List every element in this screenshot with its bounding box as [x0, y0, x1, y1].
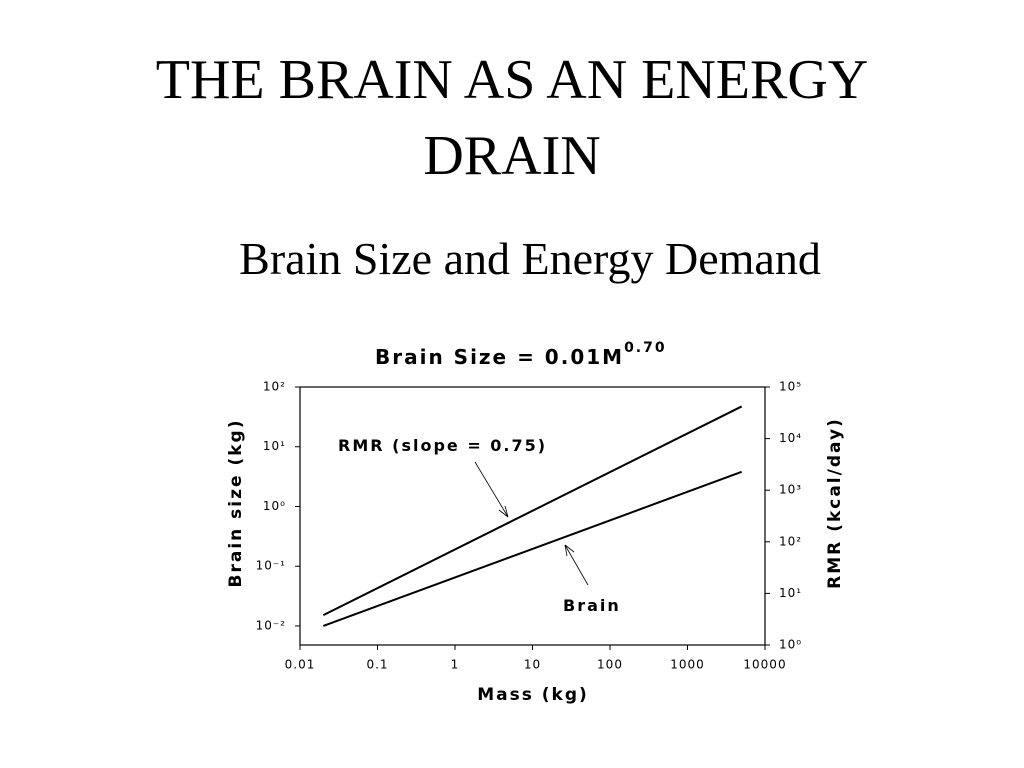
y2-axis-label: RMR (kcal/day)	[825, 417, 845, 589]
arrow-head	[564, 544, 575, 557]
y2-tick-label: 10¹	[779, 586, 802, 600]
series-label: Brain	[563, 596, 621, 615]
y2-tick-label: 10⁵	[779, 380, 802, 394]
arrow-head	[498, 505, 509, 518]
x-tick-label: 10000	[743, 658, 786, 672]
x-tick-label: 100	[597, 658, 623, 672]
series-line	[322, 470, 743, 627]
y2-tick-label: 10⁴	[779, 431, 802, 445]
plot-frame	[299, 386, 766, 646]
y-tick-label: 10⁰	[263, 499, 286, 513]
y-tick-label: 10⁻¹	[256, 559, 286, 573]
y2-tick-label: 10²	[779, 534, 802, 548]
title-line: DRAIN	[423, 125, 601, 187]
y-tick-label: 10¹	[263, 439, 286, 453]
y2-tick-label: 10⁰	[779, 638, 802, 652]
chart-title-exponent: 0.70	[624, 340, 667, 356]
series-label: RMR (slope = 0.75)	[338, 436, 547, 455]
slide-subtitle: Brain Size and Energy Demand	[239, 233, 821, 284]
chart-title: Brain Size = 0.01M0.70	[375, 340, 667, 369]
y-axis-label: Brain size (kg)	[226, 419, 246, 588]
series-line	[322, 405, 743, 616]
x-tick-label: 1000	[670, 658, 705, 672]
slide-title: THE BRAIN AS AN ENERGY DRAIN	[0, 42, 1024, 194]
title-line: THE BRAIN AS AN ENERGY	[155, 49, 869, 111]
x-tick-label: 10	[524, 658, 541, 672]
x-tick-label: 1	[451, 658, 460, 672]
chart-title-main: Brain Size = 0.01M	[375, 345, 624, 369]
y2-tick-label: 10³	[779, 483, 802, 497]
y-tick-label: 10⁻²	[256, 618, 286, 632]
x-tick-label: 0.01	[285, 658, 316, 672]
x-axis-label: Mass (kg)	[477, 685, 589, 705]
x-tick-label: 0.1	[366, 658, 388, 672]
annotation-arrow	[564, 544, 589, 586]
annotation-arrow	[474, 461, 509, 518]
y-tick-label: 10²	[263, 380, 286, 394]
